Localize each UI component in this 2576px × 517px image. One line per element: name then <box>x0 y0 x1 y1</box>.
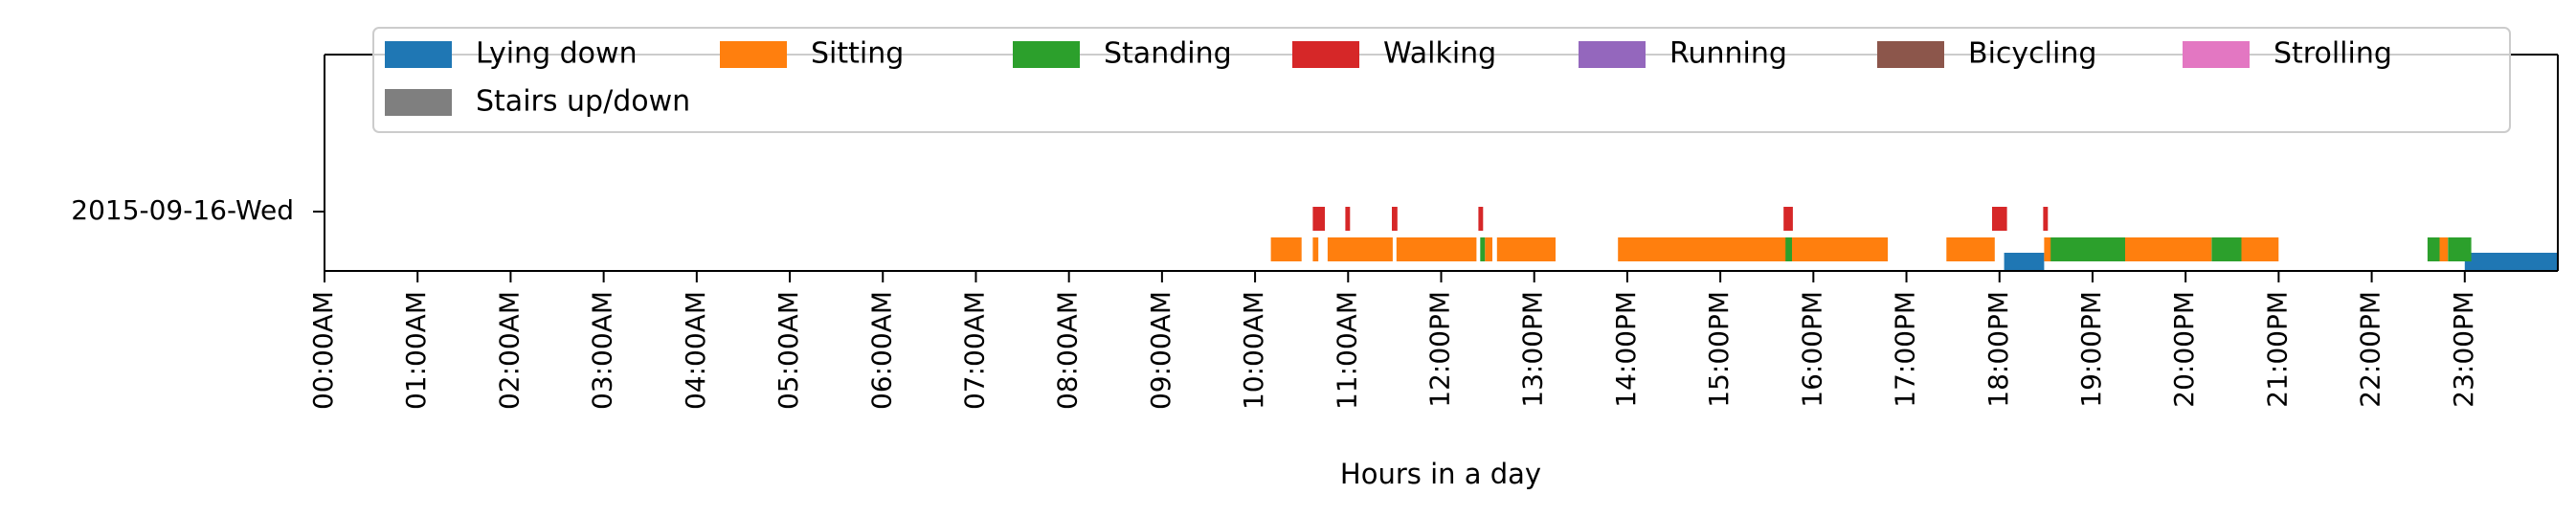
legend-label: Bicycling <box>1968 37 2096 71</box>
x-tick-label: 18:00PM <box>1982 291 2014 408</box>
legend-label: Lying down <box>476 37 638 71</box>
lying-down-segment <box>2004 253 2045 271</box>
sitting-segment <box>1327 237 1393 261</box>
standing-segment <box>2050 237 2125 261</box>
x-axis-label: Hours in a day <box>1340 458 1541 490</box>
legend-swatch <box>2183 41 2250 68</box>
legend-swatch <box>720 41 787 68</box>
x-tick-label: 14:00PM <box>1610 291 1642 408</box>
walking-segment <box>1312 207 1325 231</box>
x-tick-label: 03:00AM <box>587 291 618 410</box>
x-tick-label: 02:00AM <box>493 291 525 410</box>
x-tick-label: 21:00PM <box>2261 291 2293 408</box>
legend-swatch <box>385 89 452 116</box>
y-tick-label: 2015-09-16-Wed <box>71 194 294 226</box>
standing-segment <box>1785 237 1792 261</box>
walking-segment <box>1478 207 1484 231</box>
legend-swatch <box>1292 41 1359 68</box>
x-tick-label: 12:00PM <box>1424 291 1456 408</box>
x-tick-label: 09:00AM <box>1145 291 1176 410</box>
x-tick-label: 11:00AM <box>1331 291 1362 410</box>
x-tick-label: 15:00PM <box>1703 291 1735 408</box>
y-axis: 2015-09-16-Wed <box>71 194 325 226</box>
x-tick-label: 00:00AM <box>307 291 339 410</box>
walking-segment <box>1992 207 2007 231</box>
standing-segment <box>2427 237 2440 261</box>
legend-swatch <box>1013 41 1080 68</box>
x-tick-label: 23:00PM <box>2448 291 2479 408</box>
x-tick-label: 01:00AM <box>400 291 432 410</box>
legend: Lying down Sitting Standing Walking Running B… <box>372 27 2511 133</box>
walking-segment <box>2043 207 2049 231</box>
legend-label: Stairs up/down <box>476 85 690 119</box>
x-tick-label: 07:00AM <box>959 291 991 410</box>
x-tick-label: 13:00PM <box>1517 291 1549 408</box>
lying-down-segment <box>2464 253 2558 271</box>
segments-layer <box>1270 207 2558 271</box>
legend-label: Running <box>1669 37 1787 71</box>
walking-segment <box>1345 207 1351 231</box>
sitting-segment <box>2439 237 2449 261</box>
x-tick-label: 08:00AM <box>1052 291 1084 410</box>
sitting-segment <box>2123 237 2212 261</box>
legend-label: Standing <box>1104 37 1232 71</box>
sitting-segment <box>1312 237 1319 261</box>
sitting-segment <box>1792 237 1889 261</box>
x-tick-label: 16:00PM <box>1796 291 1827 408</box>
sitting-segment <box>1496 237 1556 261</box>
legend-label: Sitting <box>811 37 904 71</box>
x-tick-label: 17:00PM <box>1890 291 1921 408</box>
standing-segment <box>1480 237 1486 261</box>
walking-segment <box>1392 207 1398 231</box>
legend-swatch <box>1579 41 1646 68</box>
x-tick-label: 22:00PM <box>2355 291 2386 408</box>
x-axis: 00:00AM 01:00AM 02:00AM 03:00AM 04:00AM 05:00… <box>307 271 2479 410</box>
legend-swatch <box>385 41 452 68</box>
x-tick-label: 06:00AM <box>865 291 897 410</box>
standing-segment <box>2211 237 2242 261</box>
legend-frame <box>372 27 2511 133</box>
sitting-segment <box>2044 237 2054 261</box>
legend-label: Strolling <box>2274 37 2392 71</box>
sitting-segment <box>1396 237 1477 261</box>
sitting-segment <box>2236 237 2279 261</box>
legend-swatch <box>1877 41 1944 68</box>
x-tick-label: 04:00AM <box>680 291 711 410</box>
x-tick-label: 10:00AM <box>1238 291 1269 410</box>
x-tick-label: 05:00AM <box>773 291 804 410</box>
sitting-segment <box>1618 237 1788 261</box>
x-tick-label: 20:00PM <box>2168 291 2200 408</box>
sitting-segment <box>1946 237 1995 261</box>
sitting-segment <box>1485 237 1492 261</box>
walking-segment <box>1783 207 1793 231</box>
x-tick-label: 19:00PM <box>2075 291 2107 408</box>
sitting-segment <box>1270 237 1302 261</box>
standing-segment <box>2448 237 2472 261</box>
legend-label: Walking <box>1383 37 1496 71</box>
